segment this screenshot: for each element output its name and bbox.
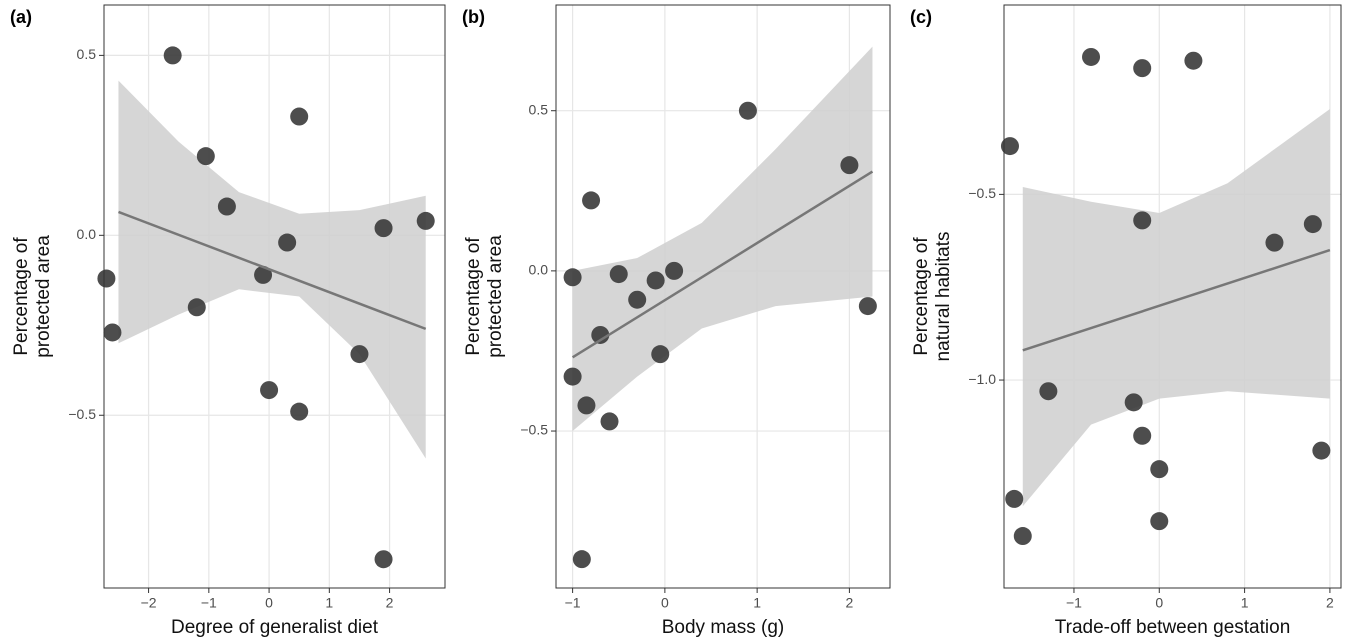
y-axis-label: protected area: [485, 235, 506, 358]
point: [290, 402, 309, 421]
point: [1150, 460, 1169, 479]
point: [572, 550, 591, 569]
x-tick-label: 2: [846, 595, 854, 611]
y-tick-label: −0.5: [520, 422, 548, 438]
point: [1000, 137, 1019, 156]
point: [577, 396, 596, 415]
x-tick-label: −1: [565, 595, 581, 611]
panel-label: (a): [10, 7, 32, 27]
x-tick-label: 1: [325, 595, 333, 611]
point: [1005, 489, 1024, 508]
y-tick-label: 0.0: [77, 226, 97, 242]
x-tick-label: −1: [1066, 595, 1082, 611]
point: [665, 261, 684, 280]
x-tick-label: −2: [141, 595, 157, 611]
point: [609, 265, 628, 284]
point: [1082, 47, 1101, 66]
point: [260, 381, 279, 400]
x-axis-label: Trade-off between gestation: [1055, 617, 1291, 638]
panel-label: (b): [462, 7, 485, 27]
point: [1039, 382, 1058, 401]
y-axis-label: Percentage of: [463, 237, 484, 356]
y-axis-label: Percentage of: [11, 237, 32, 356]
point: [1184, 51, 1203, 70]
point: [163, 46, 182, 65]
confidence-band: [1022, 108, 1330, 507]
y-axis-label: natural habitats: [933, 232, 954, 362]
point: [563, 367, 582, 386]
point: [1124, 393, 1143, 412]
y-axis-label: protected area: [33, 235, 54, 358]
regression-line: [118, 210, 427, 331]
point: [582, 191, 601, 210]
x-tick-label: 2: [386, 595, 394, 611]
x-axis-label: Degree of generalist diet: [171, 617, 379, 638]
point: [196, 147, 215, 166]
regression-line: [1022, 248, 1331, 352]
x-axis-label: Body mass (g): [662, 617, 784, 638]
panel-label: (c): [910, 7, 932, 27]
point: [187, 298, 206, 317]
point: [374, 219, 393, 238]
point: [1303, 215, 1322, 234]
frame: [103, 4, 446, 589]
point: [600, 412, 619, 431]
y-tick-label: −0.5: [968, 185, 996, 201]
point: [1150, 512, 1169, 531]
confidence-band: [572, 46, 873, 432]
point: [1133, 211, 1152, 230]
point: [1312, 441, 1331, 460]
point: [103, 323, 122, 342]
point: [628, 290, 647, 309]
point: [840, 156, 859, 175]
point: [350, 345, 369, 364]
point: [563, 268, 582, 287]
point: [651, 345, 670, 364]
point: [1133, 59, 1152, 78]
x-tick-label: 0: [661, 595, 669, 611]
frame: [1003, 4, 1342, 589]
y-tick-label: 0.5: [529, 101, 549, 117]
x-tick-label: −1: [201, 595, 217, 611]
regression-line: [571, 170, 874, 359]
x-tick-label: 1: [1241, 595, 1249, 611]
point: [738, 101, 757, 120]
point: [646, 271, 665, 290]
y-tick-label: −0.5: [68, 406, 96, 422]
frame: [555, 4, 891, 589]
point: [1265, 233, 1284, 252]
point: [1133, 426, 1152, 445]
point: [97, 269, 116, 288]
x-tick-label: 0: [1155, 595, 1163, 611]
point: [1013, 527, 1032, 546]
point: [858, 297, 877, 316]
point: [217, 197, 236, 216]
point: [591, 325, 610, 344]
point: [290, 107, 309, 126]
point: [278, 233, 297, 252]
point: [374, 550, 393, 569]
x-tick-label: 0: [265, 595, 273, 611]
y-tick-label: −1.0: [968, 371, 996, 387]
y-tick-label: 0.0: [529, 262, 549, 278]
x-tick-label: 2: [1326, 595, 1334, 611]
y-tick-label: 0.5: [77, 46, 97, 62]
y-axis-label: Percentage of: [911, 237, 932, 356]
point: [416, 211, 435, 230]
x-tick-label: 1: [753, 595, 761, 611]
point: [254, 265, 273, 284]
